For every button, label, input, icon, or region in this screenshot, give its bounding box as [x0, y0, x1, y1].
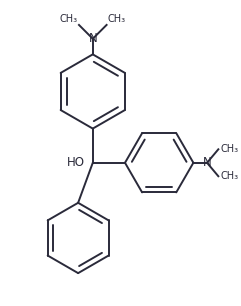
- Text: CH₃: CH₃: [220, 171, 238, 181]
- Text: CH₃: CH₃: [60, 14, 78, 24]
- Text: HO: HO: [67, 156, 85, 169]
- Text: N: N: [203, 156, 211, 169]
- Text: N: N: [88, 32, 97, 45]
- Text: CH₃: CH₃: [220, 144, 238, 154]
- Text: CH₃: CH₃: [107, 14, 126, 24]
